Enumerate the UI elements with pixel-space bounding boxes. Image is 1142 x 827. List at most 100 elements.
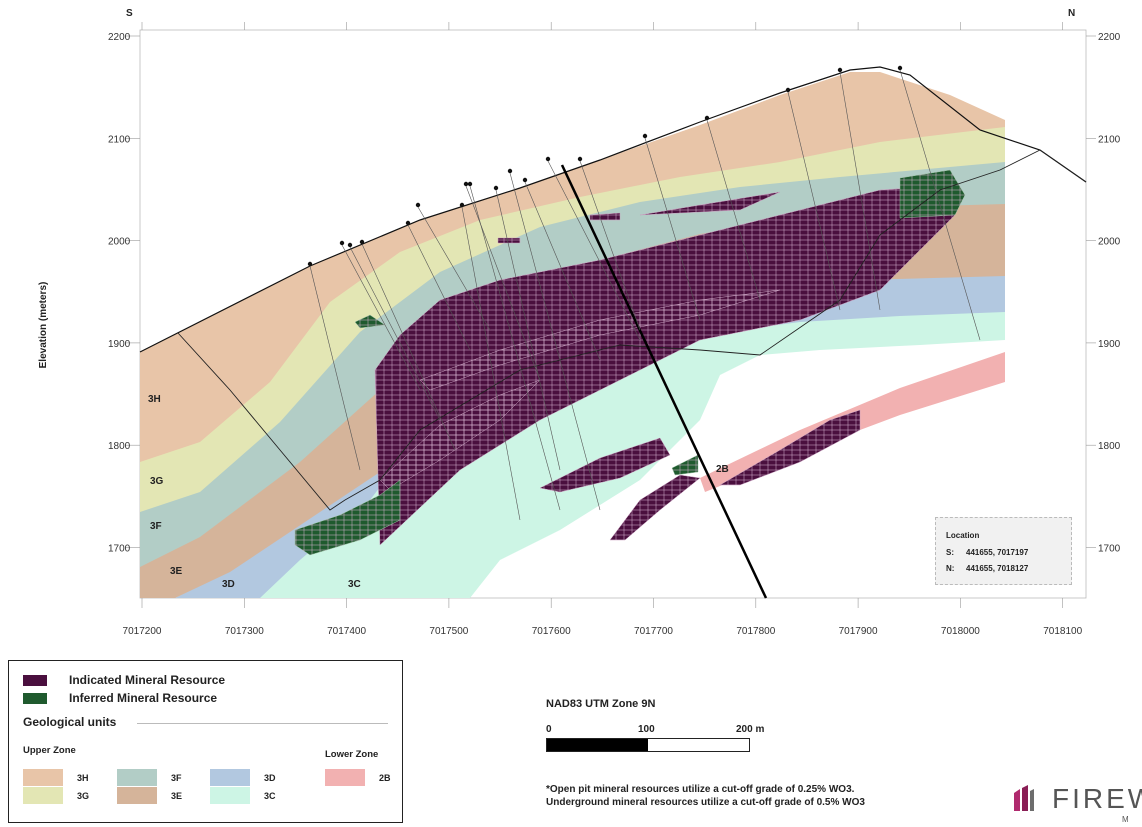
north-label: N [1068, 8, 1075, 19]
swatch-3h [23, 769, 63, 786]
legend-unit-label-2b: 2B [379, 772, 391, 783]
resource-block-grid [355, 315, 385, 328]
x-tick-7017400: 7017400 [327, 626, 366, 637]
legend-unit-3d: 3D [210, 769, 276, 786]
scale-bar-white [648, 739, 749, 751]
x-tick-7017900: 7017900 [839, 626, 878, 637]
legend-indicated: Indicated Mineral Resource [23, 673, 225, 687]
drill-hole-trace [524, 181, 601, 361]
drill-holes [307, 65, 981, 521]
y-tick-left-1700: 1700 [108, 544, 131, 555]
crs-label: NAD83 UTM Zone 9N [546, 698, 656, 710]
y-tick-right-1900: 1900 [1098, 339, 1121, 350]
drill-collar [459, 202, 465, 208]
unit-label-3c: 3C [348, 579, 361, 590]
unit-label-2b: 2B [716, 464, 729, 475]
x-tick-7018100: 7018100 [1043, 626, 1082, 637]
topography-line [139, 66, 1087, 353]
legend-inferred: Inferred Mineral Resource [23, 691, 217, 705]
y-tick-left-2100: 2100 [108, 134, 131, 145]
legend: Indicated Mineral Resource Inferred Mine… [8, 660, 403, 823]
legend-divider [137, 723, 388, 724]
drill-collar [785, 87, 791, 93]
drill-hole-trace [579, 160, 641, 331]
legend-unit-label-3g: 3G [77, 790, 90, 801]
drill-collar [359, 239, 365, 245]
x-tick-7017500: 7017500 [429, 626, 468, 637]
scale-tick-200: 200 m [736, 724, 765, 735]
location-n-label: N: [946, 564, 955, 573]
y-tick-left-1800: 1800 [108, 441, 131, 452]
swatch-3f [117, 769, 157, 786]
y-ticks-right: 2200 2100 2000 1900 1800 1700 [1098, 32, 1121, 555]
lower-zone-label: Lower Zone [325, 749, 379, 760]
x-tick-7017800: 7017800 [736, 626, 775, 637]
y-tick-left-1900: 1900 [108, 339, 131, 350]
location-box: Location S: 441655, 7017197 N: 441655, 7… [935, 517, 1072, 585]
drill-hole-trace [469, 185, 561, 511]
resource-block-grid [295, 480, 400, 555]
unit-label-3e: 3E [170, 566, 183, 577]
drill-hole-trace [465, 185, 541, 381]
drill-hole-trace [349, 246, 441, 421]
resource-block-grid [420, 290, 780, 390]
indicated-resource-blocks [374, 184, 956, 546]
x-tick-7017200: 7017200 [123, 626, 162, 637]
scale-tick-0: 0 [546, 724, 552, 735]
resource-block-grid [640, 192, 780, 215]
section-line [560, 164, 768, 599]
scale-bar-black [547, 739, 648, 751]
logo-mark-icon [1014, 785, 1034, 811]
legend-unit-label-3h: 3H [77, 772, 89, 783]
resource-block-grid [380, 380, 540, 490]
drill-collar [642, 133, 648, 139]
drill-hole-trace [899, 69, 981, 341]
drill-collar [339, 240, 345, 246]
swatch-3g [23, 787, 63, 804]
south-label: S [126, 8, 133, 19]
y-axis-label: Elevation (meters) [38, 282, 49, 369]
y-tick-right-2200: 2200 [1098, 32, 1121, 43]
swatch-3e [117, 787, 157, 804]
legend-unit-2b: 2B [325, 769, 391, 786]
logo-text: FIREW [1052, 783, 1142, 814]
indicated-swatch [23, 674, 47, 686]
x-tick-7017600: 7017600 [532, 626, 571, 637]
drill-collar [704, 115, 710, 121]
resource-block-grid [590, 213, 620, 220]
unit-3g-polygon [140, 125, 1005, 512]
y-tick-right-2100: 2100 [1098, 134, 1121, 145]
drill-collar [307, 261, 313, 267]
resource-block-grid [672, 455, 698, 475]
resource-block-grid [375, 185, 955, 545]
drill-hole-trace [417, 206, 491, 331]
drill-collar [415, 202, 421, 208]
unit-label-3d: 3D [222, 579, 235, 590]
swatch-3c [210, 787, 250, 804]
drill-collar [522, 177, 528, 183]
location-s-label: S: [946, 548, 954, 557]
geological-units-title: Geological units [23, 715, 117, 729]
drill-collar [507, 168, 513, 174]
drill-hole-trace [407, 224, 471, 351]
legend-unit-label-3e: 3E [171, 790, 183, 801]
drill-collar [347, 242, 353, 248]
drill-hole-trace [461, 206, 521, 521]
legend-unit-label-3c: 3C [264, 790, 276, 801]
unit-label-3h: 3H [148, 394, 161, 405]
drill-hole-trace [309, 265, 361, 471]
drill-hole-trace [547, 160, 641, 341]
unit-label-3f: 3F [150, 521, 162, 532]
x-tick-7017700: 7017700 [634, 626, 673, 637]
scale-tick-100: 100 [638, 724, 655, 735]
scale-bar: NAD83 UTM Zone 9N 0 100 200 m [546, 698, 776, 752]
resource-block-grid [610, 475, 700, 540]
y-tick-right-1800: 1800 [1098, 441, 1121, 452]
drill-collar [405, 220, 411, 226]
x-tick-7017300: 7017300 [225, 626, 264, 637]
resource-block-grid [720, 410, 860, 485]
grid-lines [126, 22, 1096, 608]
legend-unit-label-3f: 3F [171, 772, 182, 783]
scale-bar-graphic [546, 738, 750, 752]
legend-unit-3g: 3G [23, 787, 89, 804]
